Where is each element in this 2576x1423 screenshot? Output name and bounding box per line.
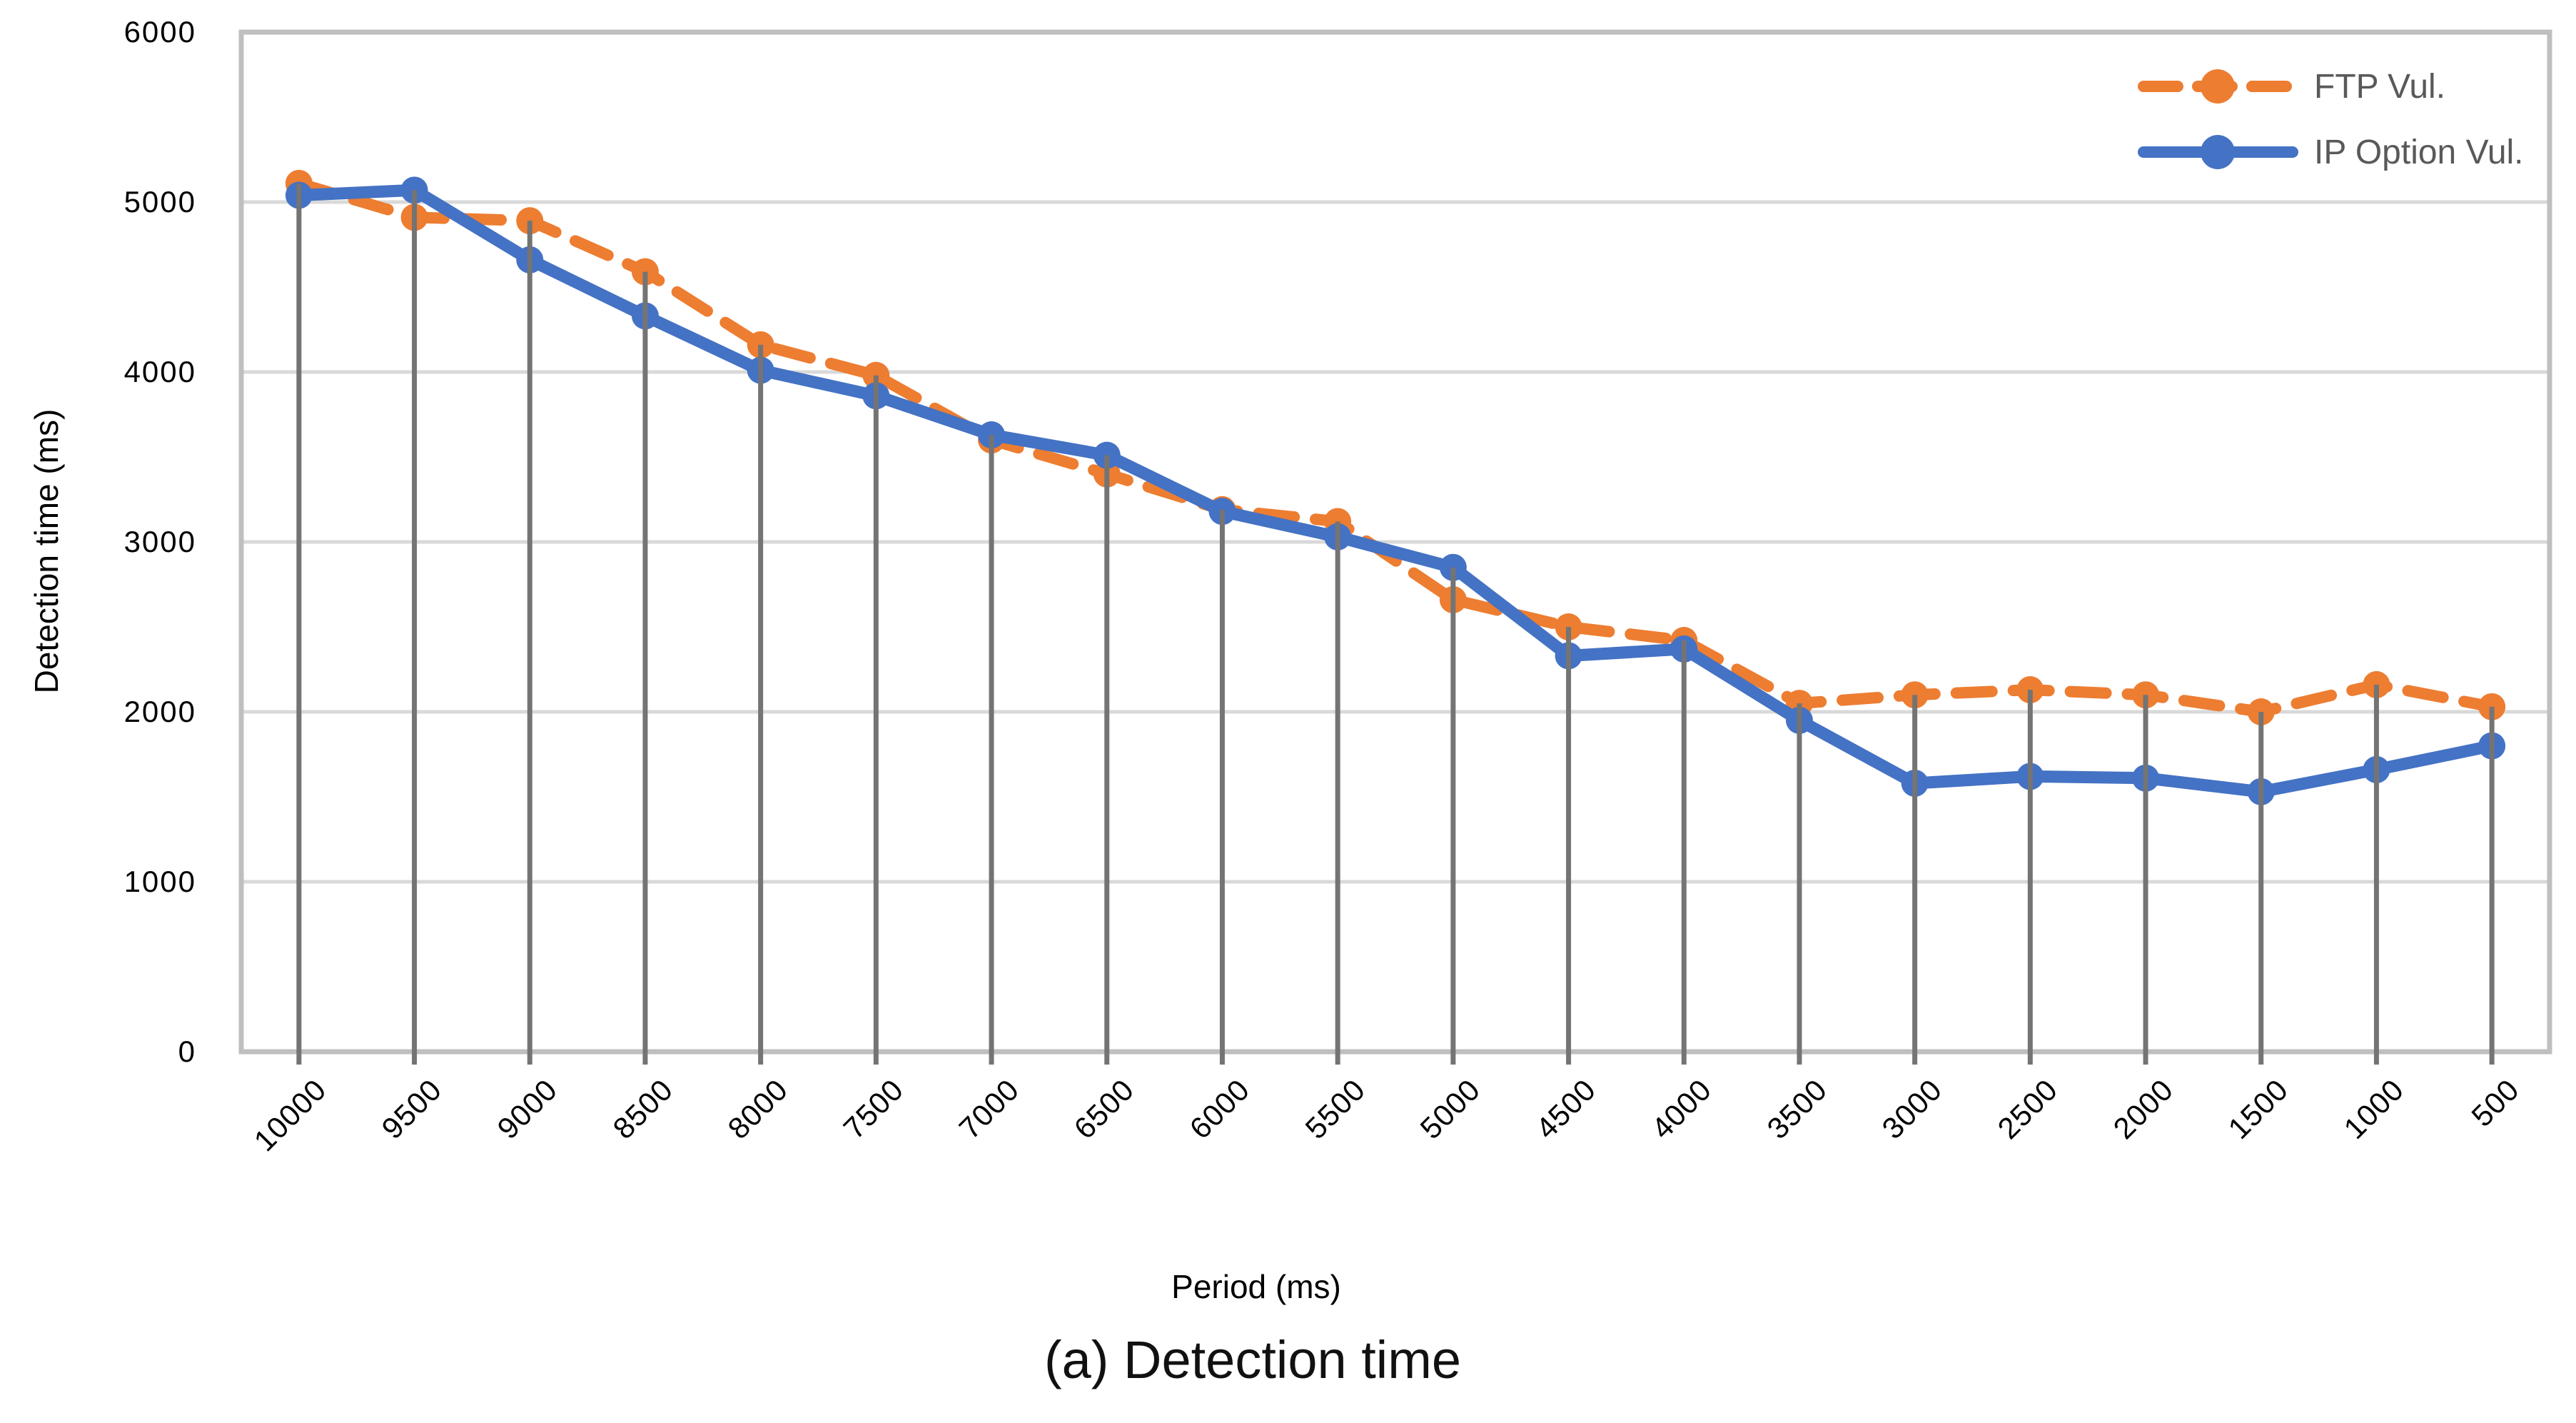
ftp-vul-line-sample-icon (2138, 69, 2298, 104)
legend: FTP Vul. IP Option Vul. (2138, 54, 2524, 185)
y-tick-label: 0 (178, 1035, 196, 1068)
x-axis-title: Period (ms) (1171, 1268, 1341, 1305)
legend-label: FTP Vul. (2314, 67, 2446, 106)
legend-marker (2201, 135, 2235, 169)
ip-option-vul-line-sample-icon (2138, 135, 2298, 169)
y-tick-label: 5000 (123, 185, 196, 218)
legend-item-ftp-vul: FTP Vul. (2138, 54, 2524, 119)
legend-item-ip-option-vul: IP Option Vul. (2138, 119, 2524, 185)
y-axis-title: Detection time (ms) (28, 408, 65, 694)
series-line-ftp-vul (293, 177, 2498, 718)
series-line-ip-option-vul (293, 183, 2498, 798)
legend-marker (2201, 69, 2235, 104)
y-tick-label: 3000 (123, 525, 196, 558)
y-tick-label: 4000 (123, 355, 196, 388)
y-tick-label: 1000 (123, 865, 196, 898)
y-tick-label: 6000 (123, 15, 196, 49)
chart-caption: (a) Detection time (1044, 1330, 1461, 1389)
y-tick-label: 2000 (123, 695, 196, 728)
legend-label: IP Option Vul. (2314, 133, 2524, 171)
plot-border (238, 29, 2552, 1055)
